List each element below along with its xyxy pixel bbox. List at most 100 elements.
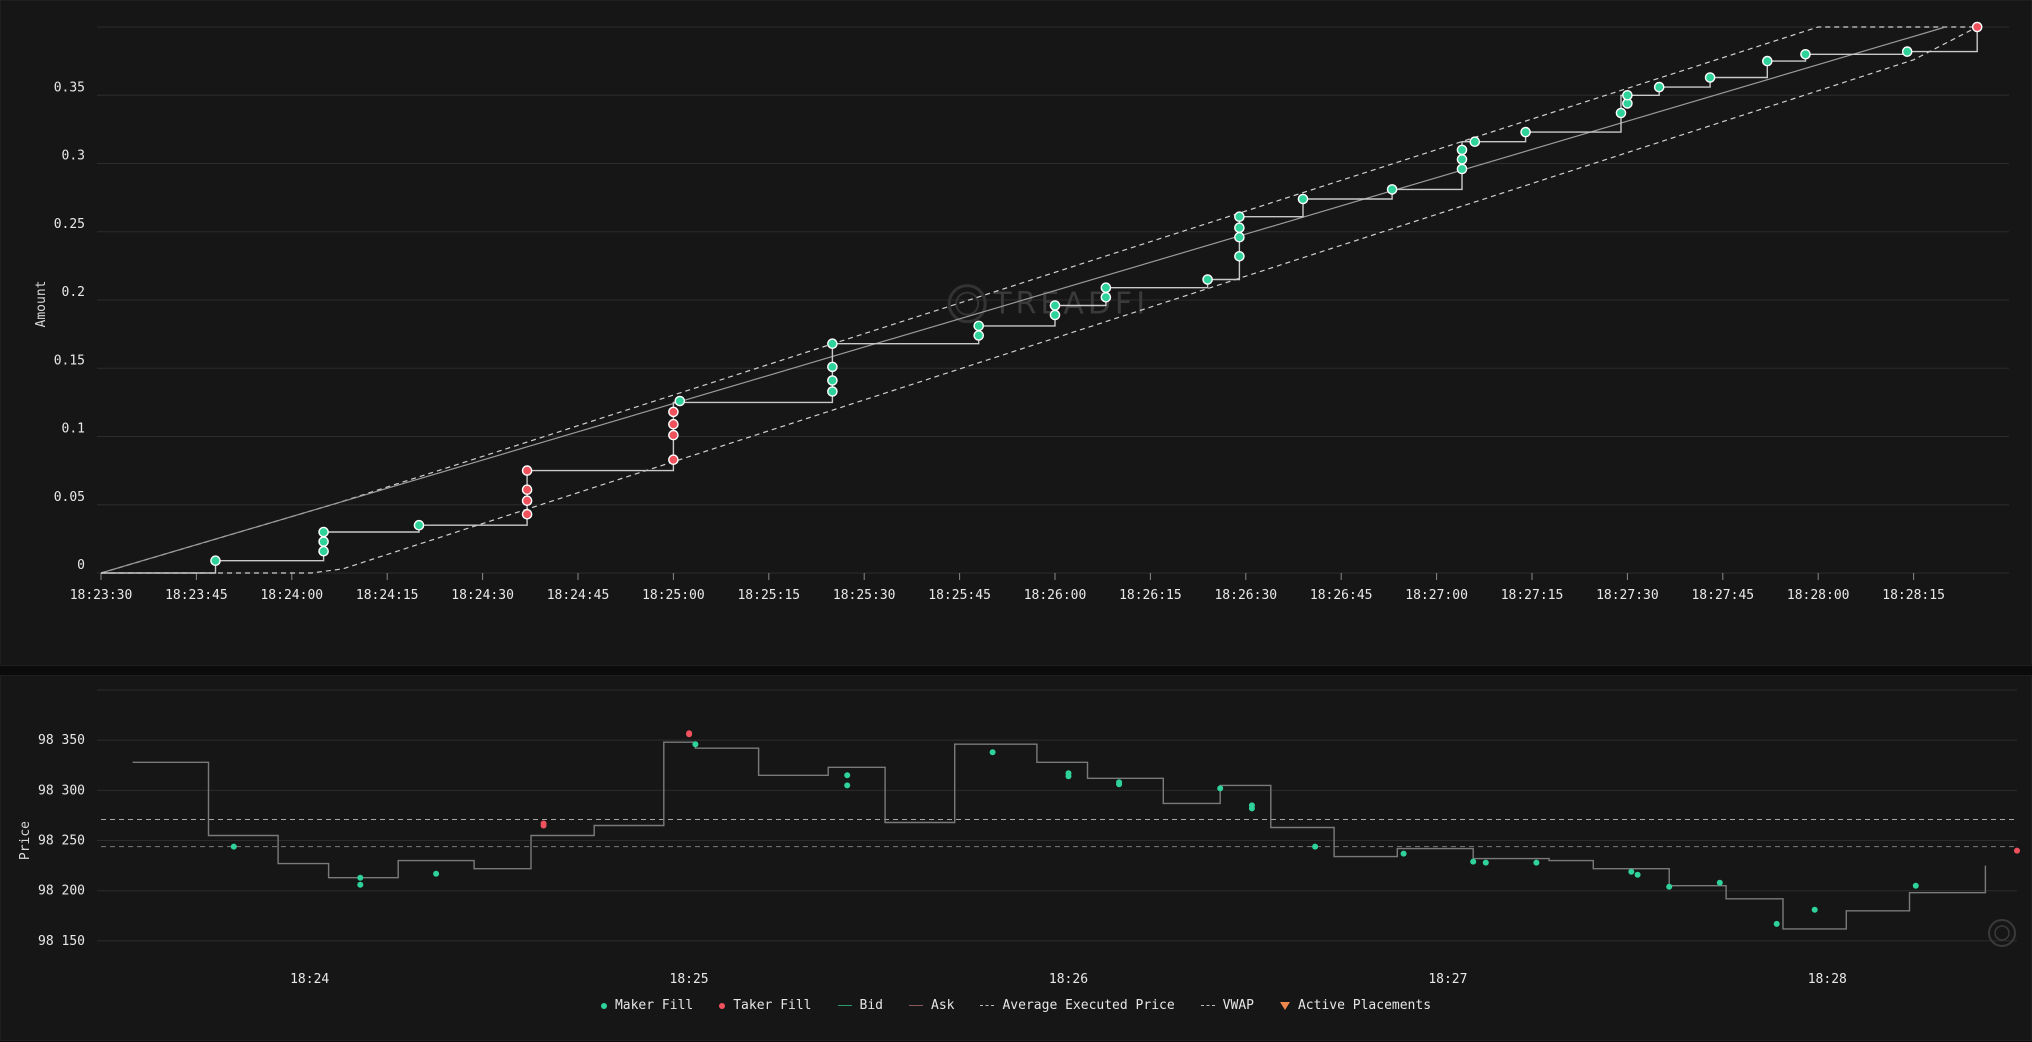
legend-item-ask[interactable]: Ask bbox=[909, 998, 954, 1013]
taker-fill-point bbox=[668, 454, 679, 466]
x-tick-label: 18:28:15 bbox=[1882, 588, 1945, 603]
maker-fill-point bbox=[318, 536, 329, 547]
price-step-line bbox=[132, 741, 1987, 930]
legend-item-average-executed-price[interactable]: Average Executed Price bbox=[980, 998, 1175, 1013]
maker-fill-point bbox=[1456, 144, 1468, 156]
y-tick-label: 98 250 bbox=[38, 834, 85, 849]
maker-fill-point bbox=[1248, 805, 1255, 812]
maker-fill-point bbox=[1901, 46, 1913, 57]
maker-fill-point bbox=[1666, 883, 1673, 890]
x-tick-label: 18:27:30 bbox=[1596, 588, 1659, 603]
x-tick-label: 18:25 bbox=[670, 972, 709, 987]
maker-fill-point bbox=[827, 338, 838, 350]
maker-fill-point bbox=[1234, 250, 1245, 262]
maker-fill-point bbox=[1622, 90, 1633, 101]
maker-fill-point bbox=[844, 782, 851, 789]
x-tick-label: 18:24:30 bbox=[451, 588, 514, 603]
maker-fill-point bbox=[230, 843, 237, 850]
maker-fill-point bbox=[318, 526, 329, 538]
maker-fill-point bbox=[973, 320, 985, 332]
y-tick-label: 0.1 bbox=[62, 422, 85, 437]
maker-fill-point bbox=[357, 881, 364, 888]
maker-fill-point bbox=[1312, 843, 1319, 850]
amount-chart-panel: 0 0.05 0.1 0.15 0.2 0.25 0.3 0.35 Amount 18:23:30… bbox=[0, 0, 2032, 666]
legend-item-maker-fill[interactable]: Maker Fill bbox=[600, 998, 693, 1013]
taker-fill-point bbox=[540, 820, 547, 827]
maker-fill-point bbox=[1482, 859, 1489, 866]
maker-fill-point bbox=[1773, 920, 1780, 927]
amount-chart[interactable]: 0 0.05 0.1 0.15 0.2 0.25 0.3 0.35 Amount 18:23:30… bbox=[1, 1, 2032, 667]
legend-item-taker-fill[interactable]: Taker Fill bbox=[719, 998, 812, 1013]
y-tick-label: 0.05 bbox=[54, 490, 85, 505]
y-tick-label: 0.35 bbox=[54, 80, 85, 95]
y-tick-label: 0.25 bbox=[54, 217, 85, 232]
x-tick-label: 18:27:45 bbox=[1691, 588, 1754, 603]
maker-fill-point bbox=[1628, 868, 1635, 875]
maker-fill-point bbox=[433, 870, 440, 877]
y-tick-label: 0.2 bbox=[62, 285, 85, 300]
watermark-logo-icon bbox=[947, 284, 987, 324]
y-tick-label: 98 200 bbox=[38, 884, 85, 899]
maker-fill-point bbox=[674, 395, 686, 407]
maker-fill-point bbox=[413, 519, 425, 531]
maker-fill-point bbox=[1065, 773, 1072, 780]
legend-label: Average Executed Price bbox=[1002, 998, 1175, 1013]
x-tick-label: 18:26:30 bbox=[1214, 588, 1277, 603]
maker-fill-point bbox=[1469, 136, 1481, 147]
legend-item-bid[interactable]: Bid bbox=[837, 998, 883, 1013]
x-tick-label: 18:25:30 bbox=[833, 588, 896, 603]
x-tick-label: 18:26:15 bbox=[1119, 588, 1182, 603]
target-schedule-line bbox=[100, 26, 1946, 574]
maker-fill-point bbox=[1400, 850, 1407, 857]
price-chart[interactable]: 98 150 98 200 98 250 98 300 98 350 Price 18:24… bbox=[1, 676, 2032, 1042]
maker-fill-point bbox=[973, 330, 985, 341]
maker-fill-point bbox=[1533, 859, 1540, 866]
y-tick-label: 0.3 bbox=[62, 149, 85, 164]
watermark-logo-icon bbox=[1988, 919, 2016, 947]
y-tick-label: 0.15 bbox=[54, 353, 85, 368]
maker-fill-point bbox=[1456, 154, 1468, 165]
legend-item-vwap[interactable]: VWAP bbox=[1200, 998, 1254, 1013]
watermark-logo-icon bbox=[1994, 925, 2010, 941]
maker-fill-point bbox=[1234, 231, 1245, 243]
legend-label: Bid bbox=[859, 998, 883, 1013]
maker-fill-point bbox=[1470, 858, 1477, 865]
x-tick-label: 18:28:00 bbox=[1787, 588, 1850, 603]
taker-fill-point bbox=[2014, 847, 2020, 854]
maker-fill-point bbox=[1811, 906, 1818, 913]
maker-fill-point bbox=[1217, 785, 1224, 792]
maker-fill-point bbox=[318, 545, 329, 557]
x-tick-label: 18:23:30 bbox=[70, 588, 133, 603]
y-tick-label: 98 300 bbox=[38, 783, 85, 798]
maker-fill-swatch bbox=[600, 1002, 607, 1009]
maker-fill-point bbox=[827, 386, 838, 397]
maker-fill-point bbox=[989, 749, 996, 756]
y-tick-label: 0 bbox=[77, 558, 85, 573]
legend-label: Ask bbox=[931, 998, 955, 1013]
maker-fill-point bbox=[1100, 282, 1112, 294]
x-tick-label: 18:27:00 bbox=[1405, 588, 1468, 603]
maker-fill-point bbox=[1234, 222, 1245, 233]
lower-band-line bbox=[101, 26, 1978, 574]
watermark-text: TREADFI bbox=[992, 287, 1149, 322]
maker-fill-point bbox=[1634, 871, 1641, 878]
y-tick-label: 98 150 bbox=[38, 934, 85, 949]
x-tick-label: 18:23:45 bbox=[165, 588, 228, 603]
maker-fill-point bbox=[1049, 300, 1061, 311]
maker-fill-point bbox=[1049, 309, 1061, 321]
legend-item-active-placements[interactable]: Active Placements bbox=[1279, 998, 1431, 1013]
x-tick-label: 18:25:00 bbox=[642, 588, 705, 603]
maker-fill-point bbox=[1615, 107, 1627, 119]
x-tick-label: 18:26 bbox=[1049, 972, 1088, 987]
taker-fill-point bbox=[668, 429, 679, 441]
maker-fill-point bbox=[1386, 184, 1398, 195]
y-tick-label: 98 350 bbox=[38, 733, 85, 748]
legend-label: Taker Fill bbox=[733, 998, 812, 1013]
average-executed-price-swatch bbox=[980, 1005, 995, 1006]
x-tick-label: 18:25:15 bbox=[737, 588, 800, 603]
x-tick-label: 18:27 bbox=[1428, 972, 1467, 987]
x-tick-label: 18:26:00 bbox=[1024, 588, 1087, 603]
maker-fill-point bbox=[1704, 72, 1716, 83]
maker-fill-point bbox=[357, 874, 364, 881]
x-tick-label: 18:24:15 bbox=[356, 588, 419, 603]
